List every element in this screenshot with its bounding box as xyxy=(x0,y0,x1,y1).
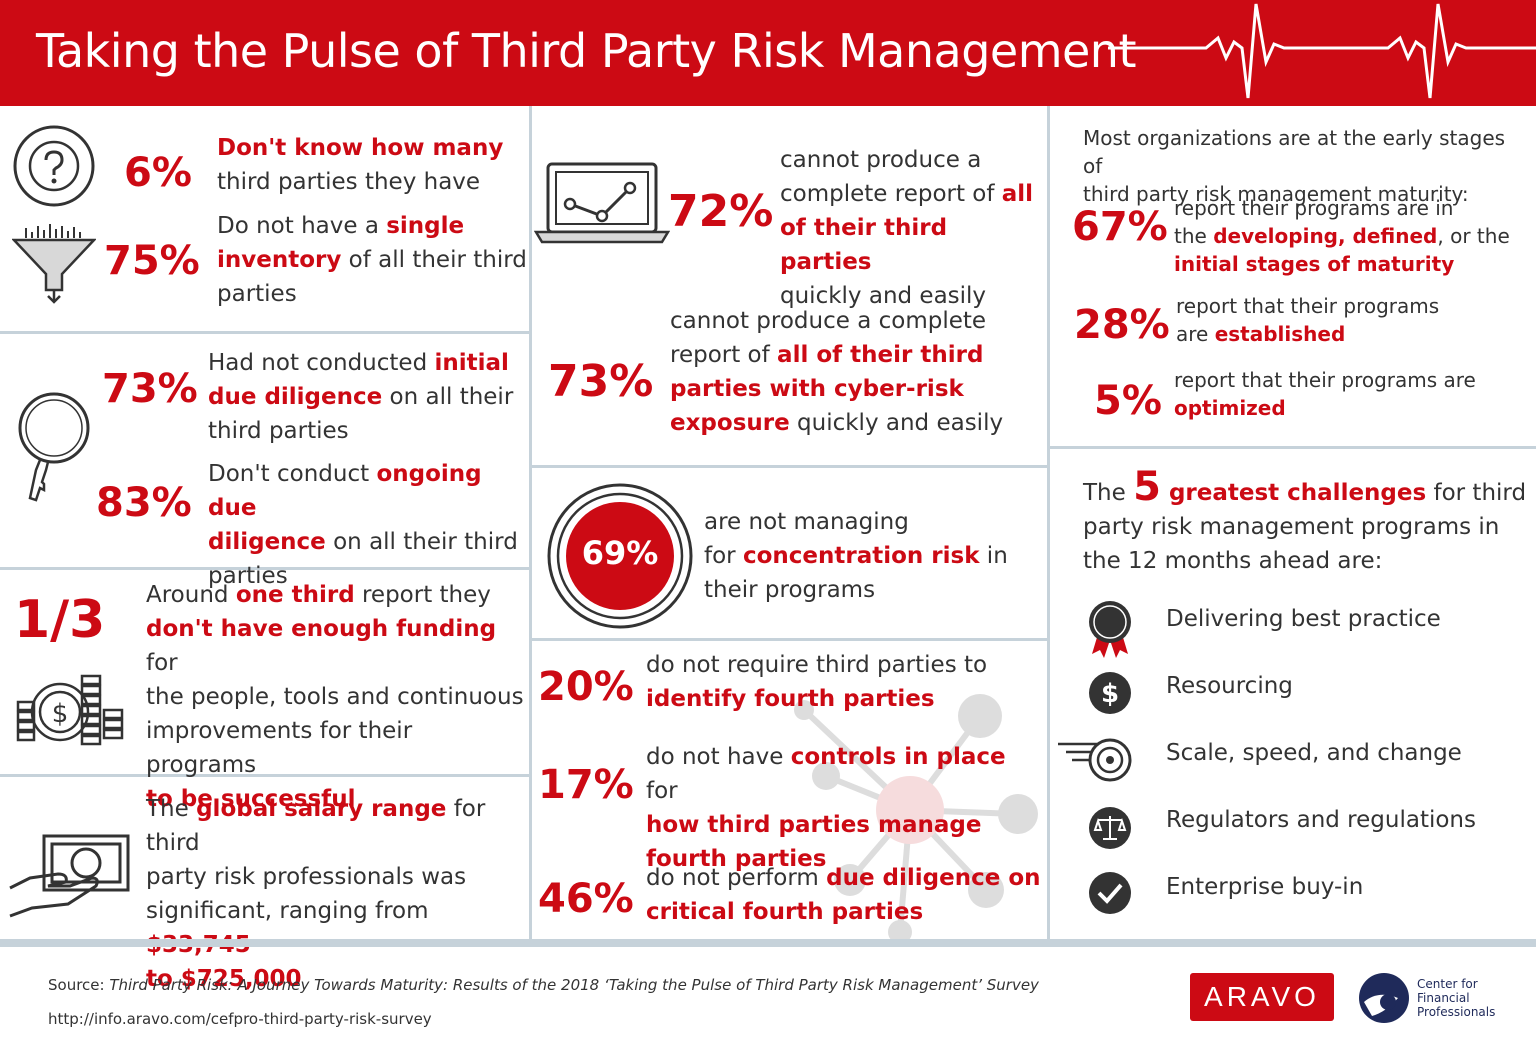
stat-one-third: 1/3 xyxy=(14,590,106,650)
stat-73-cyber-text: cannot produce a complete report of all … xyxy=(670,308,1004,436)
challenge-item: Resourcing xyxy=(1166,673,1293,699)
maturity-5-text: report that their programs are optimized xyxy=(1174,368,1476,420)
laptop-chart-icon xyxy=(534,162,670,244)
divider xyxy=(0,774,529,777)
stat-73-initial-text: Had not conducted initial due diligence … xyxy=(208,350,514,444)
challenge-item: Scale, speed, and change xyxy=(1166,740,1462,766)
question-icon xyxy=(13,125,95,207)
maturity-67-percent: 67% xyxy=(1072,204,1168,250)
header-banner xyxy=(0,0,1536,106)
scales-icon xyxy=(1089,807,1131,849)
coins-money-icon: $ xyxy=(16,674,124,746)
svg-text:$: $ xyxy=(52,699,69,729)
aravo-logo: ARAVO xyxy=(1190,973,1334,1021)
divider xyxy=(532,465,1047,468)
source-citation: Source: Third Party Risk: A Journey Towa… xyxy=(48,976,1039,994)
divider xyxy=(0,567,529,570)
maturity-28-percent: 28% xyxy=(1074,302,1170,348)
divider xyxy=(1050,446,1536,449)
divider xyxy=(1047,106,1050,942)
divider xyxy=(0,331,529,334)
network-nodes-icon xyxy=(794,694,1038,942)
stat-73-initial-percent: 73% xyxy=(102,366,198,412)
stat-75-percent: 75% xyxy=(104,238,200,284)
heartbeat-pulse-icon xyxy=(1108,3,1536,99)
stat-20-percent: 20% xyxy=(538,664,634,710)
stat-46-percent: 46% xyxy=(538,876,634,922)
hand-holding-cash-icon xyxy=(9,834,130,918)
cfp-logo-icon xyxy=(1359,973,1409,1023)
stat-69-percent: 69% xyxy=(581,534,659,572)
funnel-filter-icon xyxy=(12,224,96,304)
checkmark-icon xyxy=(1089,872,1131,914)
stat-69-text: are not managing for concentration risk … xyxy=(704,509,1008,603)
stat-72-text: cannot produce a complete report of all … xyxy=(780,147,1034,309)
speeding-disc-icon xyxy=(1058,738,1132,782)
stat-6-text: Don't know how many third parties they h… xyxy=(217,135,504,195)
award-ribbon-icon xyxy=(1089,601,1131,658)
magnifying-glass-icon xyxy=(18,392,90,502)
stat-one-third-text: Around one third report they don't have … xyxy=(146,582,524,812)
maturity-5-percent: 5% xyxy=(1094,378,1162,424)
stat-75-text: Do not have a single inventory of all th… xyxy=(217,213,527,307)
footer-divider xyxy=(0,939,1536,947)
stat-6-percent: 6% xyxy=(124,150,192,196)
divider xyxy=(529,106,532,942)
maturity-67-text: report their programs are in the develop… xyxy=(1174,196,1510,276)
stat-72-percent: 72% xyxy=(668,186,774,237)
svg-text:$: $ xyxy=(1101,679,1119,709)
challenges-heading: The 5 greatest challenges for third part… xyxy=(1083,464,1527,574)
salary-range-text: The global salary range for third party … xyxy=(146,796,486,992)
stat-83-percent: 83% xyxy=(96,480,192,526)
stat-46-text: do not perform due diligence on critical… xyxy=(646,865,1041,925)
maturity-28-text: report that their programs are establish… xyxy=(1176,294,1440,346)
divider xyxy=(532,638,1047,641)
cfp-logo-text: Center for Financial Professionals xyxy=(1417,977,1496,1019)
maturity-intro: Most organizations are at the early stag… xyxy=(1083,126,1506,206)
challenge-item: Delivering best practice xyxy=(1166,606,1441,632)
stat-17-text: do not have controls in place for how th… xyxy=(646,744,1006,872)
stat-73-cyber-percent: 73% xyxy=(548,356,654,407)
stat-20-text: do not require third parties to identify… xyxy=(646,652,988,712)
target-ring-icon xyxy=(547,483,693,629)
challenge-item: Regulators and regulations xyxy=(1166,807,1476,833)
source-url-link[interactable]: http://info.aravo.com/cefpro-third-party… xyxy=(48,1010,432,1028)
stat-83-text: Don't conduct ongoing due diligence on a… xyxy=(208,461,518,589)
challenge-item: Enterprise buy-in xyxy=(1166,874,1364,900)
dollar-coin-icon: $ xyxy=(1089,672,1131,714)
stat-17-percent: 17% xyxy=(538,762,634,808)
page-title: Taking the Pulse of Third Party Risk Man… xyxy=(36,24,1137,78)
